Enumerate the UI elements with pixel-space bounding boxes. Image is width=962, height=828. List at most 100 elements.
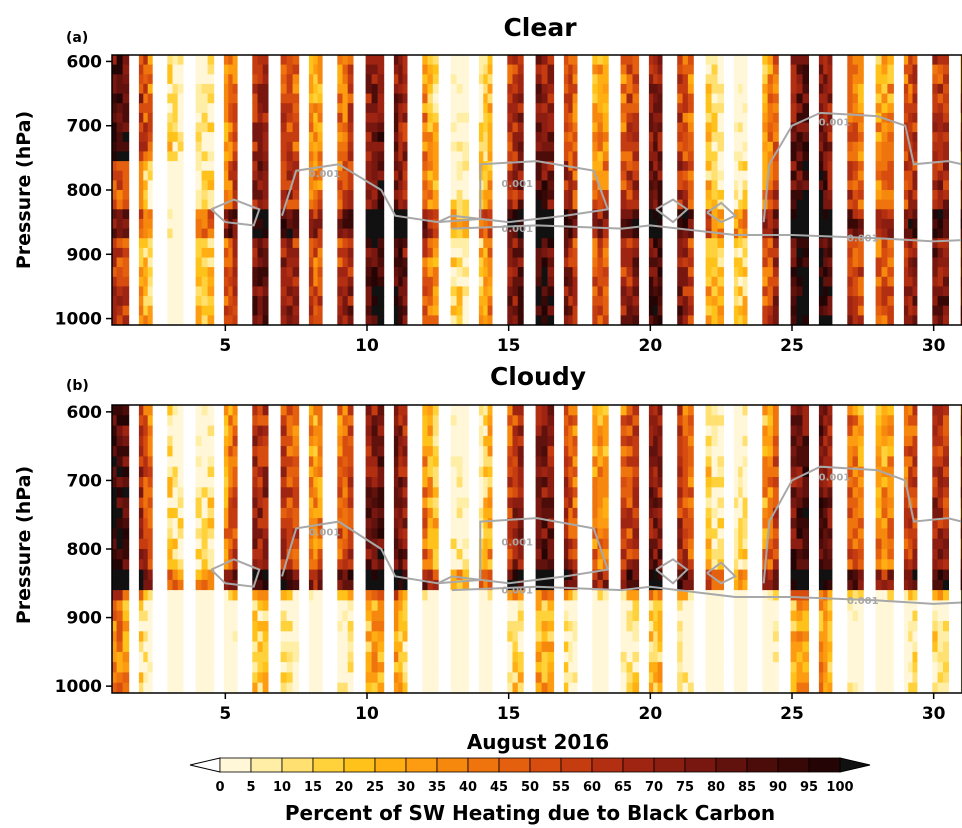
heatmap-cell (450, 83, 458, 95)
heatmap-cell (478, 600, 484, 612)
heatmap-cell (313, 64, 319, 75)
heatmap-cell (398, 466, 404, 478)
heatmap-cell (881, 487, 888, 499)
heatmap-cell (563, 641, 569, 653)
heatmap-cell (167, 180, 174, 191)
heatmap-cell (201, 579, 209, 591)
heatmap-cell (232, 276, 238, 287)
heatmap-cell (450, 247, 458, 259)
heatmap-cell (308, 425, 314, 437)
heatmap-cell (365, 672, 373, 684)
heatmap-cell (138, 55, 144, 66)
heatmap-cell (512, 651, 519, 663)
heatmap-cell (653, 446, 659, 457)
heatmap-cell (257, 497, 264, 509)
heatmap-cell (207, 425, 215, 437)
heatmap-cell (122, 190, 130, 201)
heatmap-cell (802, 55, 809, 66)
heatmap-cell (286, 528, 294, 540)
heatmap-cell (847, 122, 854, 133)
heatmap-cell (742, 549, 748, 560)
heatmap-cell (827, 610, 833, 622)
heatmap-cell (402, 497, 408, 509)
heatmap-cell (371, 315, 379, 325)
heatmap-cell (456, 528, 464, 540)
heatmap-cell (292, 132, 300, 143)
heatmap-cell (705, 682, 713, 693)
heatmap-cell (602, 209, 609, 220)
heatmap-cell (262, 141, 269, 152)
heatmap-cell (887, 122, 894, 133)
heatmap-cell (818, 538, 824, 550)
heatmap-cell (207, 466, 215, 478)
heatmap-cell (932, 55, 939, 66)
heatmap-cell (478, 286, 484, 297)
heatmap-cell (943, 315, 949, 325)
heatmap-cell (432, 257, 439, 268)
heatmap-cell (257, 538, 264, 550)
heatmap-cell (762, 446, 769, 457)
heatmap-cell (292, 247, 300, 259)
heatmap-cell (507, 141, 514, 152)
heatmap-cell (657, 641, 663, 653)
heatmap-cell (138, 559, 144, 571)
heatmap-cell (223, 528, 229, 540)
heatmap-cell (762, 228, 769, 239)
heatmap-cell (762, 651, 769, 663)
heatmap-cell (653, 507, 659, 519)
heatmap-cell (648, 528, 654, 540)
heatmap-cell (122, 151, 130, 162)
heatmap-cell (393, 446, 399, 457)
heatmap-cell (512, 257, 519, 268)
heatmap-cell (517, 477, 524, 488)
heatmap-cell (517, 83, 524, 95)
heatmap-cell (143, 180, 149, 191)
heatmap-cell (478, 579, 484, 591)
heatmap-cell (422, 122, 429, 133)
heatmap-cell (228, 315, 234, 325)
heatmap-cell (167, 170, 174, 181)
heatmap-cell (742, 569, 748, 581)
heatmap-cell (572, 415, 578, 427)
heatmap-cell (147, 199, 153, 210)
heatmap-cell (262, 170, 269, 181)
heatmap-cell (857, 528, 864, 540)
heatmap-cell (422, 190, 429, 201)
heatmap-cell (818, 477, 824, 488)
heatmap-cell (632, 305, 640, 316)
heatmap-cell (232, 83, 238, 95)
heatmap-cell (257, 549, 264, 560)
heatmap-cell (568, 405, 574, 416)
heatmap-cell (818, 74, 824, 85)
heatmap-cell (541, 296, 549, 307)
heatmap-cell (767, 199, 774, 210)
heatmap-cell (427, 610, 434, 622)
heatmap-cell (912, 267, 918, 278)
heatmap-cell (313, 487, 319, 499)
heatmap-cell (733, 507, 739, 519)
heatmap-cell (857, 267, 864, 278)
heatmap-cell (648, 112, 654, 124)
heatmap-cell (857, 559, 864, 571)
heatmap-cell (632, 267, 640, 278)
heatmap-cell (371, 435, 379, 447)
heatmap-cell (402, 55, 408, 66)
heatmap-cell (512, 305, 519, 316)
heatmap-cell (172, 247, 179, 259)
heatmap-cell (402, 487, 408, 499)
heatmap-cell (852, 161, 859, 172)
heatmap-cell (201, 528, 209, 540)
heatmap-cell (402, 528, 408, 540)
heatmap-cell (541, 487, 549, 499)
heatmap-cell (223, 600, 229, 612)
heatmap-cell (177, 631, 184, 643)
heatmap-cell (602, 446, 609, 457)
heatmap-cell (122, 559, 130, 571)
heatmap-cell (371, 641, 379, 653)
heatmap-cell (337, 228, 344, 239)
heatmap-cell (286, 315, 294, 325)
heatmap-cell (177, 93, 184, 104)
heatmap-cell (347, 497, 354, 509)
heatmap-cell (572, 132, 578, 143)
